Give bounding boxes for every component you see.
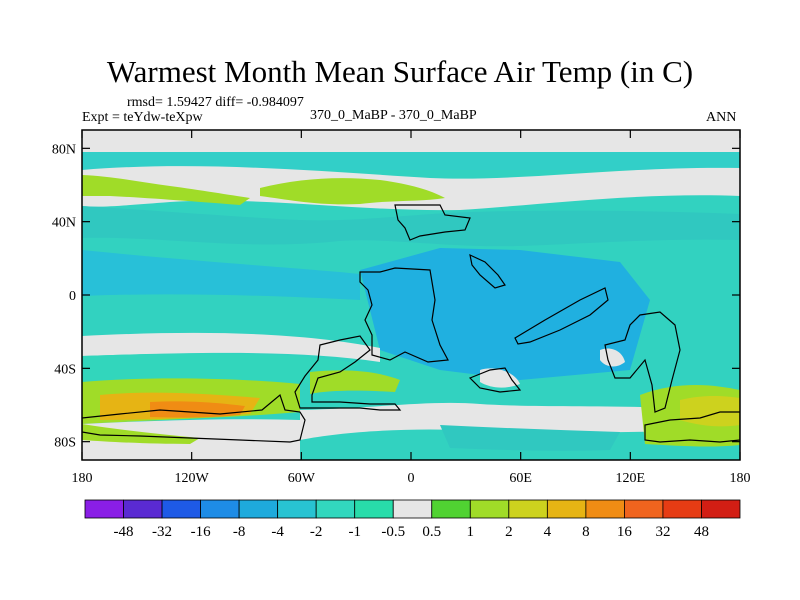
colorbar-swatch — [392, 499, 433, 519]
southeast-continent-outline — [604, 311, 681, 413]
colorbar-swatch — [508, 499, 548, 519]
season-label: ANN — [706, 110, 737, 125]
tropical-band — [82, 250, 360, 300]
colorbar-swatch — [469, 499, 510, 519]
lon-tick-label: 0 — [408, 471, 415, 486]
lon-tick-label: 180 — [730, 471, 751, 486]
colorbar-label: -2 — [310, 524, 323, 540]
colorbar-swatch — [431, 499, 471, 519]
lat-tick-label: 0 — [69, 289, 76, 304]
colorbar-label: 0.5 — [422, 524, 441, 540]
colorbar-swatch — [238, 499, 279, 519]
period-label: 370_0_MaBP - 370_0_MaBP — [310, 108, 477, 123]
neutral-patch — [480, 368, 520, 388]
southern-ocean-neutral — [300, 402, 740, 440]
colorbar-label: 32 — [655, 524, 670, 540]
lat-tick-label: 40N — [52, 216, 76, 231]
midlatitude-band — [82, 206, 740, 247]
colorbar-label: 16 — [617, 524, 633, 540]
colorbar-swatch — [585, 499, 625, 519]
north-positive-patch-2 — [260, 178, 445, 205]
colorbar-label: -1 — [348, 524, 361, 540]
experiment-label: Expt = teYdw-teXpw — [82, 110, 203, 125]
eastern-ridge-outline — [514, 287, 609, 345]
lon-tick-label: 60E — [509, 471, 532, 486]
southern-island-outline — [468, 367, 522, 393]
southern-neutral-band — [82, 332, 380, 362]
rmsd-diff-stats: rmsd= 1.59427 diff= -0.984097 — [127, 95, 304, 110]
colorbar-label: 4 — [544, 524, 552, 540]
arctic-neutral-band — [82, 130, 740, 152]
lat-tick-label: 80N — [52, 142, 76, 157]
southern-ocean-teal — [440, 425, 620, 451]
colorbar-swatch — [200, 499, 240, 519]
continental-negative-zone — [360, 248, 650, 380]
lon-tick-label: 60W — [288, 471, 316, 486]
colorbar-label: -16 — [191, 524, 211, 540]
colorbar-label: -48 — [114, 524, 134, 540]
central-continent-outline — [359, 267, 449, 363]
southern-teal-band — [82, 353, 360, 384]
colorbar-label: -8 — [233, 524, 246, 540]
latitude-axis: 80N 40N 0 40S 80S — [52, 142, 740, 451]
colorbar: -48 -32 -16 -8 -4 -2 -1 -0.5 0.5 1 2 4 8 16 32 48 — [84, 499, 741, 540]
colorbar-swatch — [354, 499, 394, 519]
lat-tick-label: 40S — [54, 362, 76, 377]
colorbar-label: 48 — [694, 524, 709, 540]
colorbar-swatch — [277, 499, 317, 519]
colorbar-swatch — [701, 499, 741, 519]
southern-green-patch — [310, 370, 400, 394]
colorbar-label: -32 — [152, 524, 172, 540]
colorbar-label: -0.5 — [381, 524, 405, 540]
lon-tick-label: 120W — [175, 471, 210, 486]
colorbar-swatch — [123, 499, 163, 519]
colorbar-label: 1 — [467, 524, 475, 540]
north-positive-patch — [82, 175, 250, 205]
colorbar-swatch — [315, 499, 356, 519]
southwest-continent-outline — [294, 335, 402, 411]
southeast-warm-patch — [680, 396, 740, 427]
colorbar-label: 8 — [582, 524, 590, 540]
lon-tick-label: 120E — [616, 471, 646, 486]
antarctic-west-outline — [82, 393, 306, 443]
antarctic-east-outline — [644, 411, 740, 443]
colorbar-swatch — [546, 499, 587, 519]
plot-title: Warmest Month Mean Surface Air Temp (in … — [106, 54, 694, 89]
colorbar-swatch — [84, 499, 124, 519]
antarctic-positive-strip — [82, 424, 200, 444]
colorbar-swatch — [161, 499, 201, 519]
colorbar-label: 2 — [505, 524, 513, 540]
map-area — [82, 130, 740, 460]
continent-outlines — [82, 204, 740, 443]
lat-tick-label: 80S — [54, 436, 76, 451]
longitude-axis: 180 120W 60W 0 60E 120E 180 — [72, 130, 751, 486]
colorbar-swatch — [662, 499, 702, 519]
lon-tick-label: 180 — [72, 471, 93, 486]
arctic-teal-band — [82, 152, 740, 170]
colorbar-swatch — [624, 499, 664, 519]
colorbar-label: -4 — [271, 524, 284, 540]
northern-landmass-outline — [394, 204, 471, 241]
northern-island-outline — [469, 253, 506, 289]
